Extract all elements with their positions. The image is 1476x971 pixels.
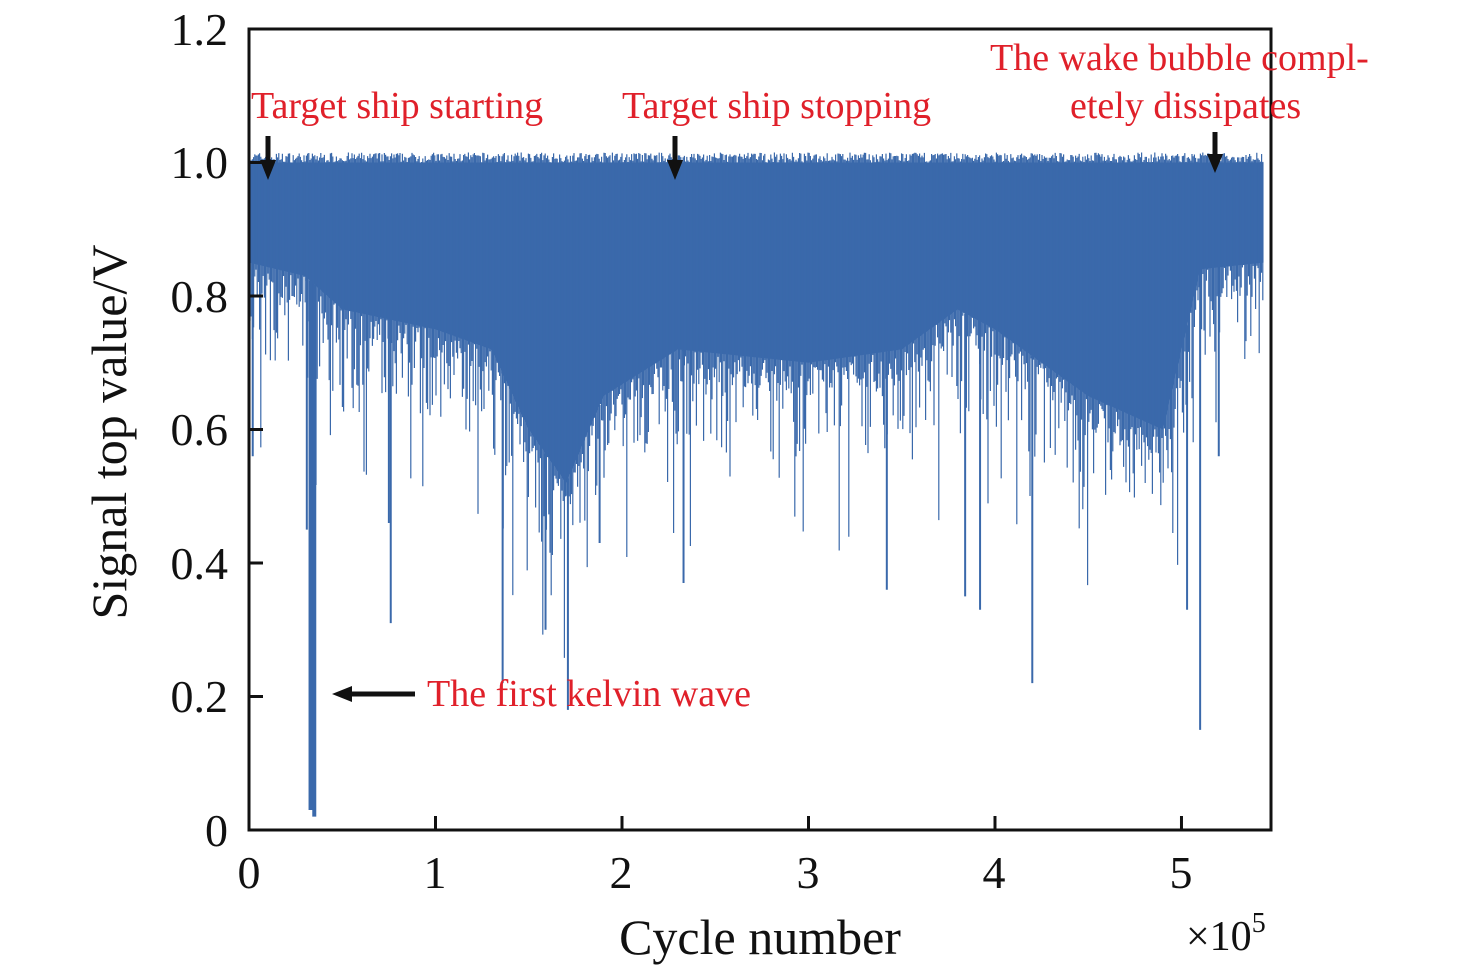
annotation-first-kelvin-wave: The first kelvin wave [427, 673, 751, 715]
y-tick-label: 1.2 [171, 4, 229, 55]
y-axis-label: Signal top value/V [81, 245, 137, 620]
y-tick-label: 0.6 [171, 404, 229, 455]
y-tick-label: 0.2 [171, 671, 229, 722]
x-axis-label: Cycle number [619, 909, 901, 965]
annotation-ship-stopping: Target ship stopping [622, 85, 931, 127]
x-tick-label: 0 [238, 847, 261, 898]
arrow-kelvin-wave [332, 686, 415, 702]
arrow-ship-stopping [667, 136, 683, 180]
y-tick-label: 0 [205, 805, 228, 856]
y-tick-label: 0.8 [171, 271, 229, 322]
y-tick-label: 1.0 [171, 137, 229, 188]
y-tick-label: 0.4 [171, 538, 229, 589]
x-tick-label: 5 [1170, 847, 1193, 898]
x-tick-label: 4 [983, 847, 1006, 898]
plot-frame [247, 27, 1273, 832]
axis-ticks [247, 27, 1183, 832]
x-tick-label: 3 [797, 847, 820, 898]
annotation-wake-dissipates-line1: The wake bubble compl- [990, 37, 1369, 79]
x-tick-label: 2 [610, 847, 633, 898]
x-tick-label: 1 [424, 847, 447, 898]
arrow-wake-dissipates [1207, 132, 1223, 173]
annotation-wake-dissipates-line2: etely dissipates [1070, 85, 1301, 127]
x-multiplier: ×105 [1186, 908, 1266, 960]
signal-series [249, 152, 1264, 817]
annotation-ship-starting: Target ship starting [251, 85, 543, 127]
arrow-ship-starting [260, 136, 276, 180]
